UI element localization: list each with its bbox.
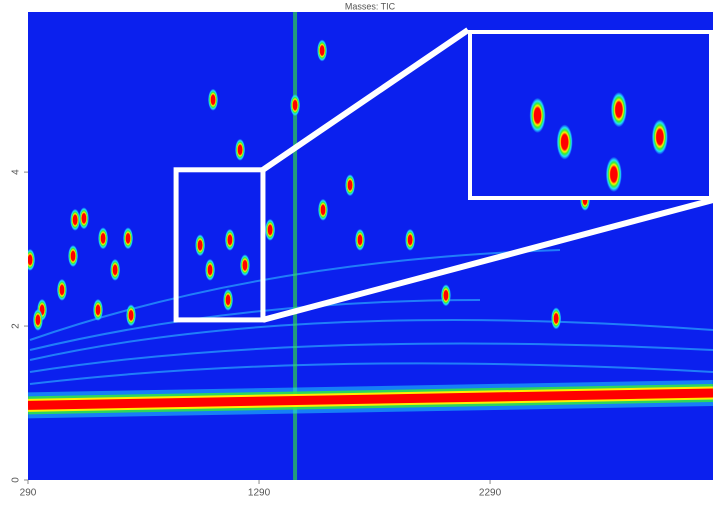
peak <box>605 156 622 192</box>
peak <box>265 218 276 241</box>
chart-title: Masses: TIC <box>345 1 396 11</box>
plot-area <box>28 12 713 480</box>
y-tick-label: 4 <box>11 169 22 175</box>
peak <box>239 254 250 277</box>
column-bleed <box>28 388 713 410</box>
peak <box>123 227 134 250</box>
peak <box>224 228 235 251</box>
peak <box>317 39 328 62</box>
peak <box>318 198 329 221</box>
peak <box>223 288 234 311</box>
arcs <box>29 249 713 385</box>
peak <box>28 248 36 271</box>
x-tick-label: 1290 <box>248 488 271 499</box>
peak <box>32 308 43 331</box>
peak <box>556 124 573 160</box>
peak <box>98 227 109 250</box>
y-tick-label: 2 <box>11 323 22 329</box>
peak <box>610 92 627 128</box>
connector <box>261 27 470 173</box>
peak <box>56 278 67 301</box>
inset-background <box>472 34 709 196</box>
peak <box>68 245 79 268</box>
peak <box>440 284 451 307</box>
connector <box>262 197 713 323</box>
peak <box>405 228 416 251</box>
peak <box>551 307 562 330</box>
x-tick-label: 2290 <box>479 488 502 499</box>
peak <box>126 304 137 327</box>
peak <box>205 258 216 281</box>
zoom <box>173 27 713 323</box>
y-tick-label: 0 <box>11 477 22 483</box>
peak <box>110 258 121 281</box>
peak <box>208 88 219 111</box>
peak <box>235 138 246 161</box>
zoom-box <box>173 167 266 323</box>
peak <box>345 174 356 197</box>
peak <box>195 234 206 257</box>
peak <box>529 97 546 134</box>
peak <box>93 298 104 321</box>
x-tick-label: 290 <box>20 488 37 499</box>
peak <box>70 208 81 231</box>
peak <box>354 228 365 251</box>
peak <box>651 119 668 155</box>
peak <box>290 94 301 117</box>
inset <box>529 92 668 192</box>
peak <box>78 207 89 230</box>
